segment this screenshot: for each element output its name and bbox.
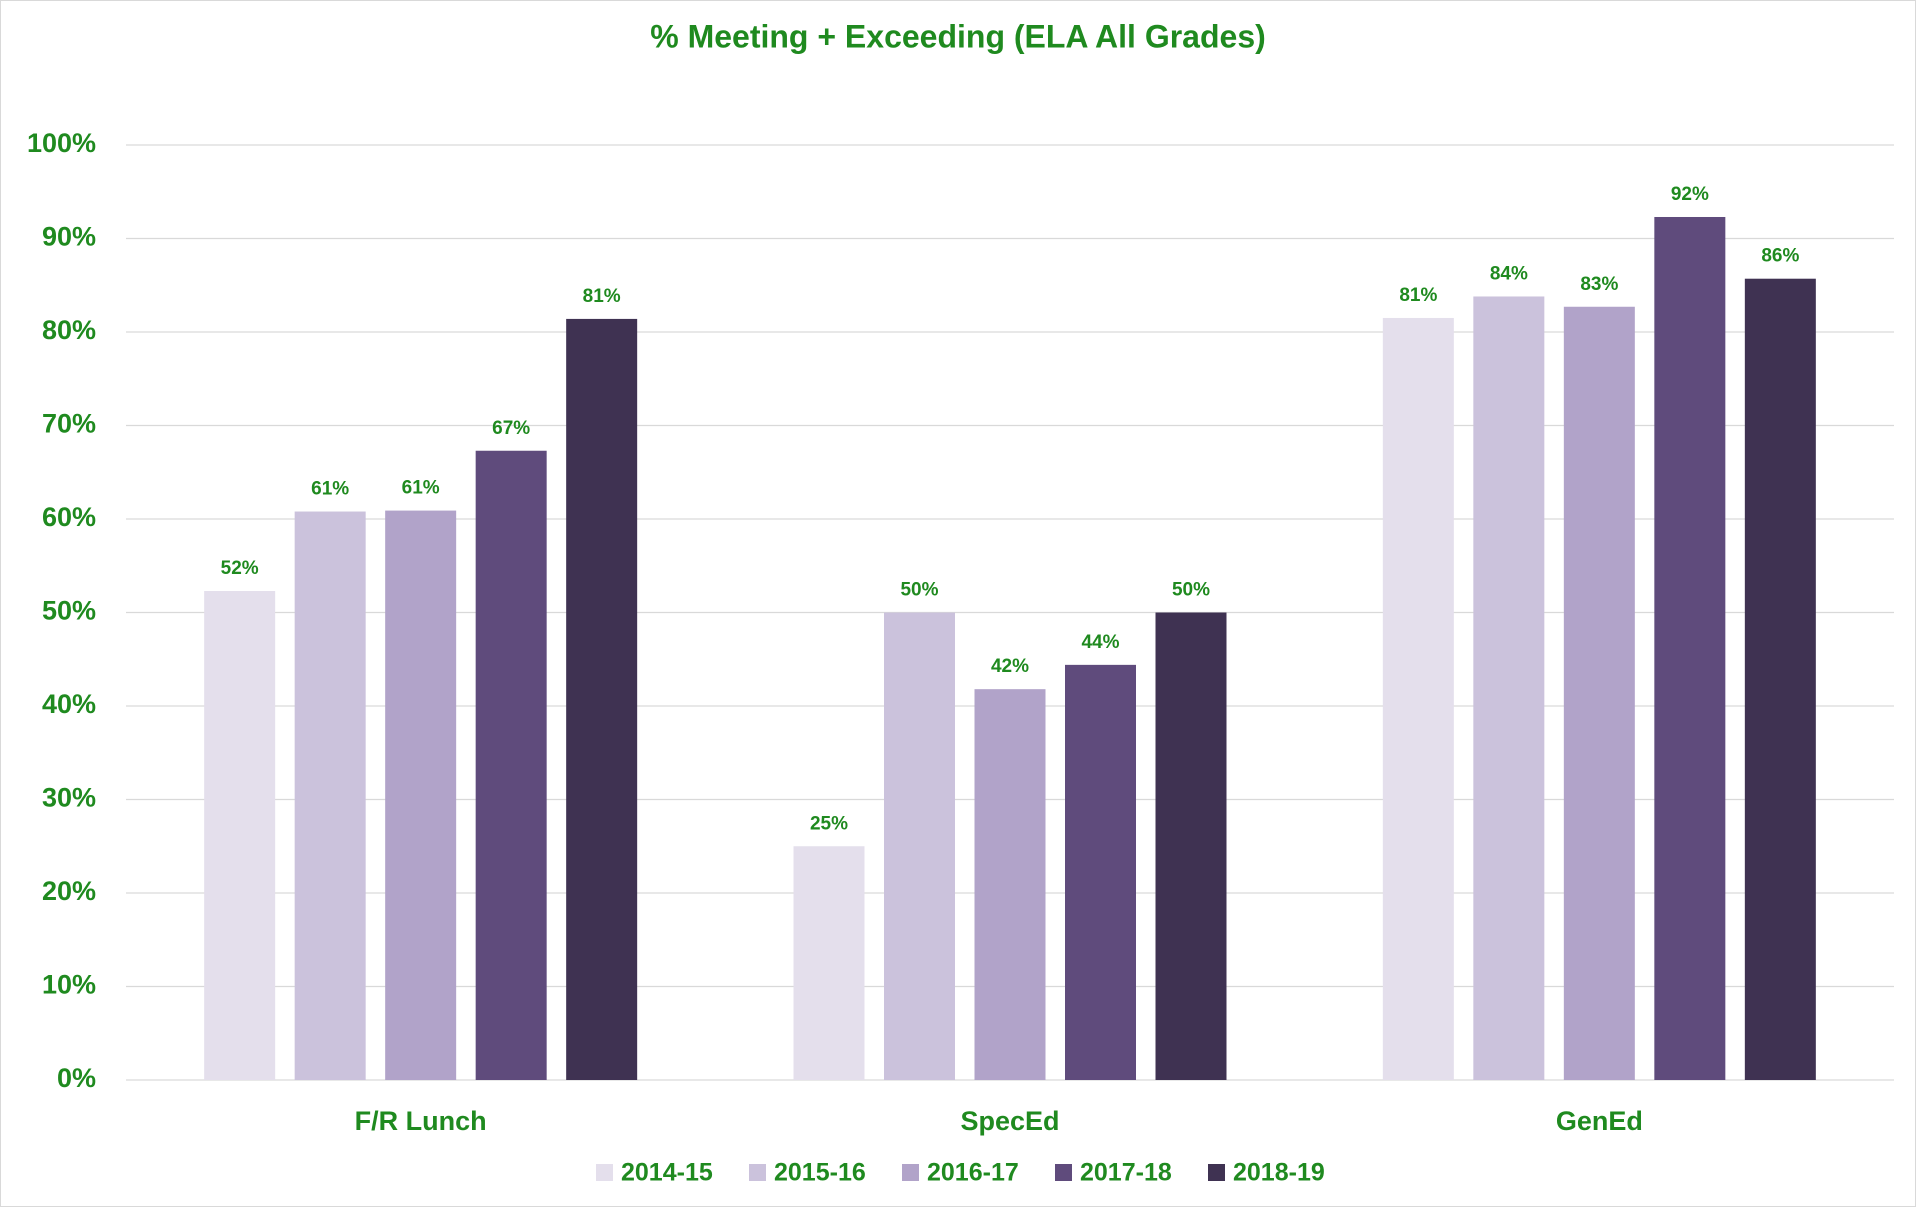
legend-label: 2015-16 [774,1159,866,1187]
bar [204,590,276,1080]
legend-label: 2017-18 [1080,1159,1172,1187]
y-tick-label: 30% [42,783,96,813]
chart-title: % Meeting + Exceeding (ELA All Grades) [650,18,1266,54]
bar [884,612,955,1080]
y-tick-label: 20% [42,876,96,906]
legend-label: 2018-19 [1233,1159,1325,1187]
data-label: 25% [810,813,848,834]
bar [793,846,865,1080]
data-label: 52% [221,558,259,579]
y-tick-label: 50% [42,596,96,626]
legend-swatch [1055,1164,1072,1181]
legend-swatch [902,1164,919,1181]
x-tick-label: SpecEd [960,1106,1059,1136]
legend-swatch [596,1164,613,1181]
bar [1744,278,1816,1081]
legend-label: 2014-15 [621,1159,713,1187]
bar [974,689,1046,1080]
data-label: 50% [900,580,938,601]
bar [475,450,547,1080]
data-label: 83% [1580,274,1618,295]
y-tick-label: 70% [42,409,96,439]
data-label: 81% [1399,285,1437,306]
bar [1382,317,1454,1081]
legend-swatch [1208,1164,1225,1181]
data-label: 42% [991,656,1029,677]
legend-swatch [749,1164,766,1181]
data-label: 61% [311,479,349,500]
bar [1563,306,1635,1080]
y-tick-label: 0% [57,1063,96,1093]
y-tick-label: 60% [42,502,96,532]
legend-label: 2016-17 [927,1159,1019,1187]
y-tick-label: 10% [42,970,96,1000]
data-label: 44% [1081,632,1119,653]
x-tick-label: F/R Lunch [355,1106,487,1136]
data-label: 86% [1761,246,1799,267]
data-label: 67% [492,418,530,439]
data-label: 50% [1172,580,1210,601]
data-label: 61% [402,478,440,499]
bar [385,510,457,1081]
x-tick-label: GenEd [1556,1106,1643,1136]
data-label: 81% [583,286,621,307]
y-tick-label: 80% [42,315,96,345]
y-tick-label: 40% [42,689,96,719]
bar [1065,664,1136,1080]
y-tick-label: 90% [42,222,96,252]
bar [1473,296,1545,1081]
bar [294,511,366,1080]
bar [1654,216,1726,1080]
y-tick-label: 100% [27,128,96,158]
bar [566,318,638,1080]
data-label: 92% [1671,184,1709,205]
bar [1155,612,1227,1080]
data-label: 84% [1490,263,1528,284]
